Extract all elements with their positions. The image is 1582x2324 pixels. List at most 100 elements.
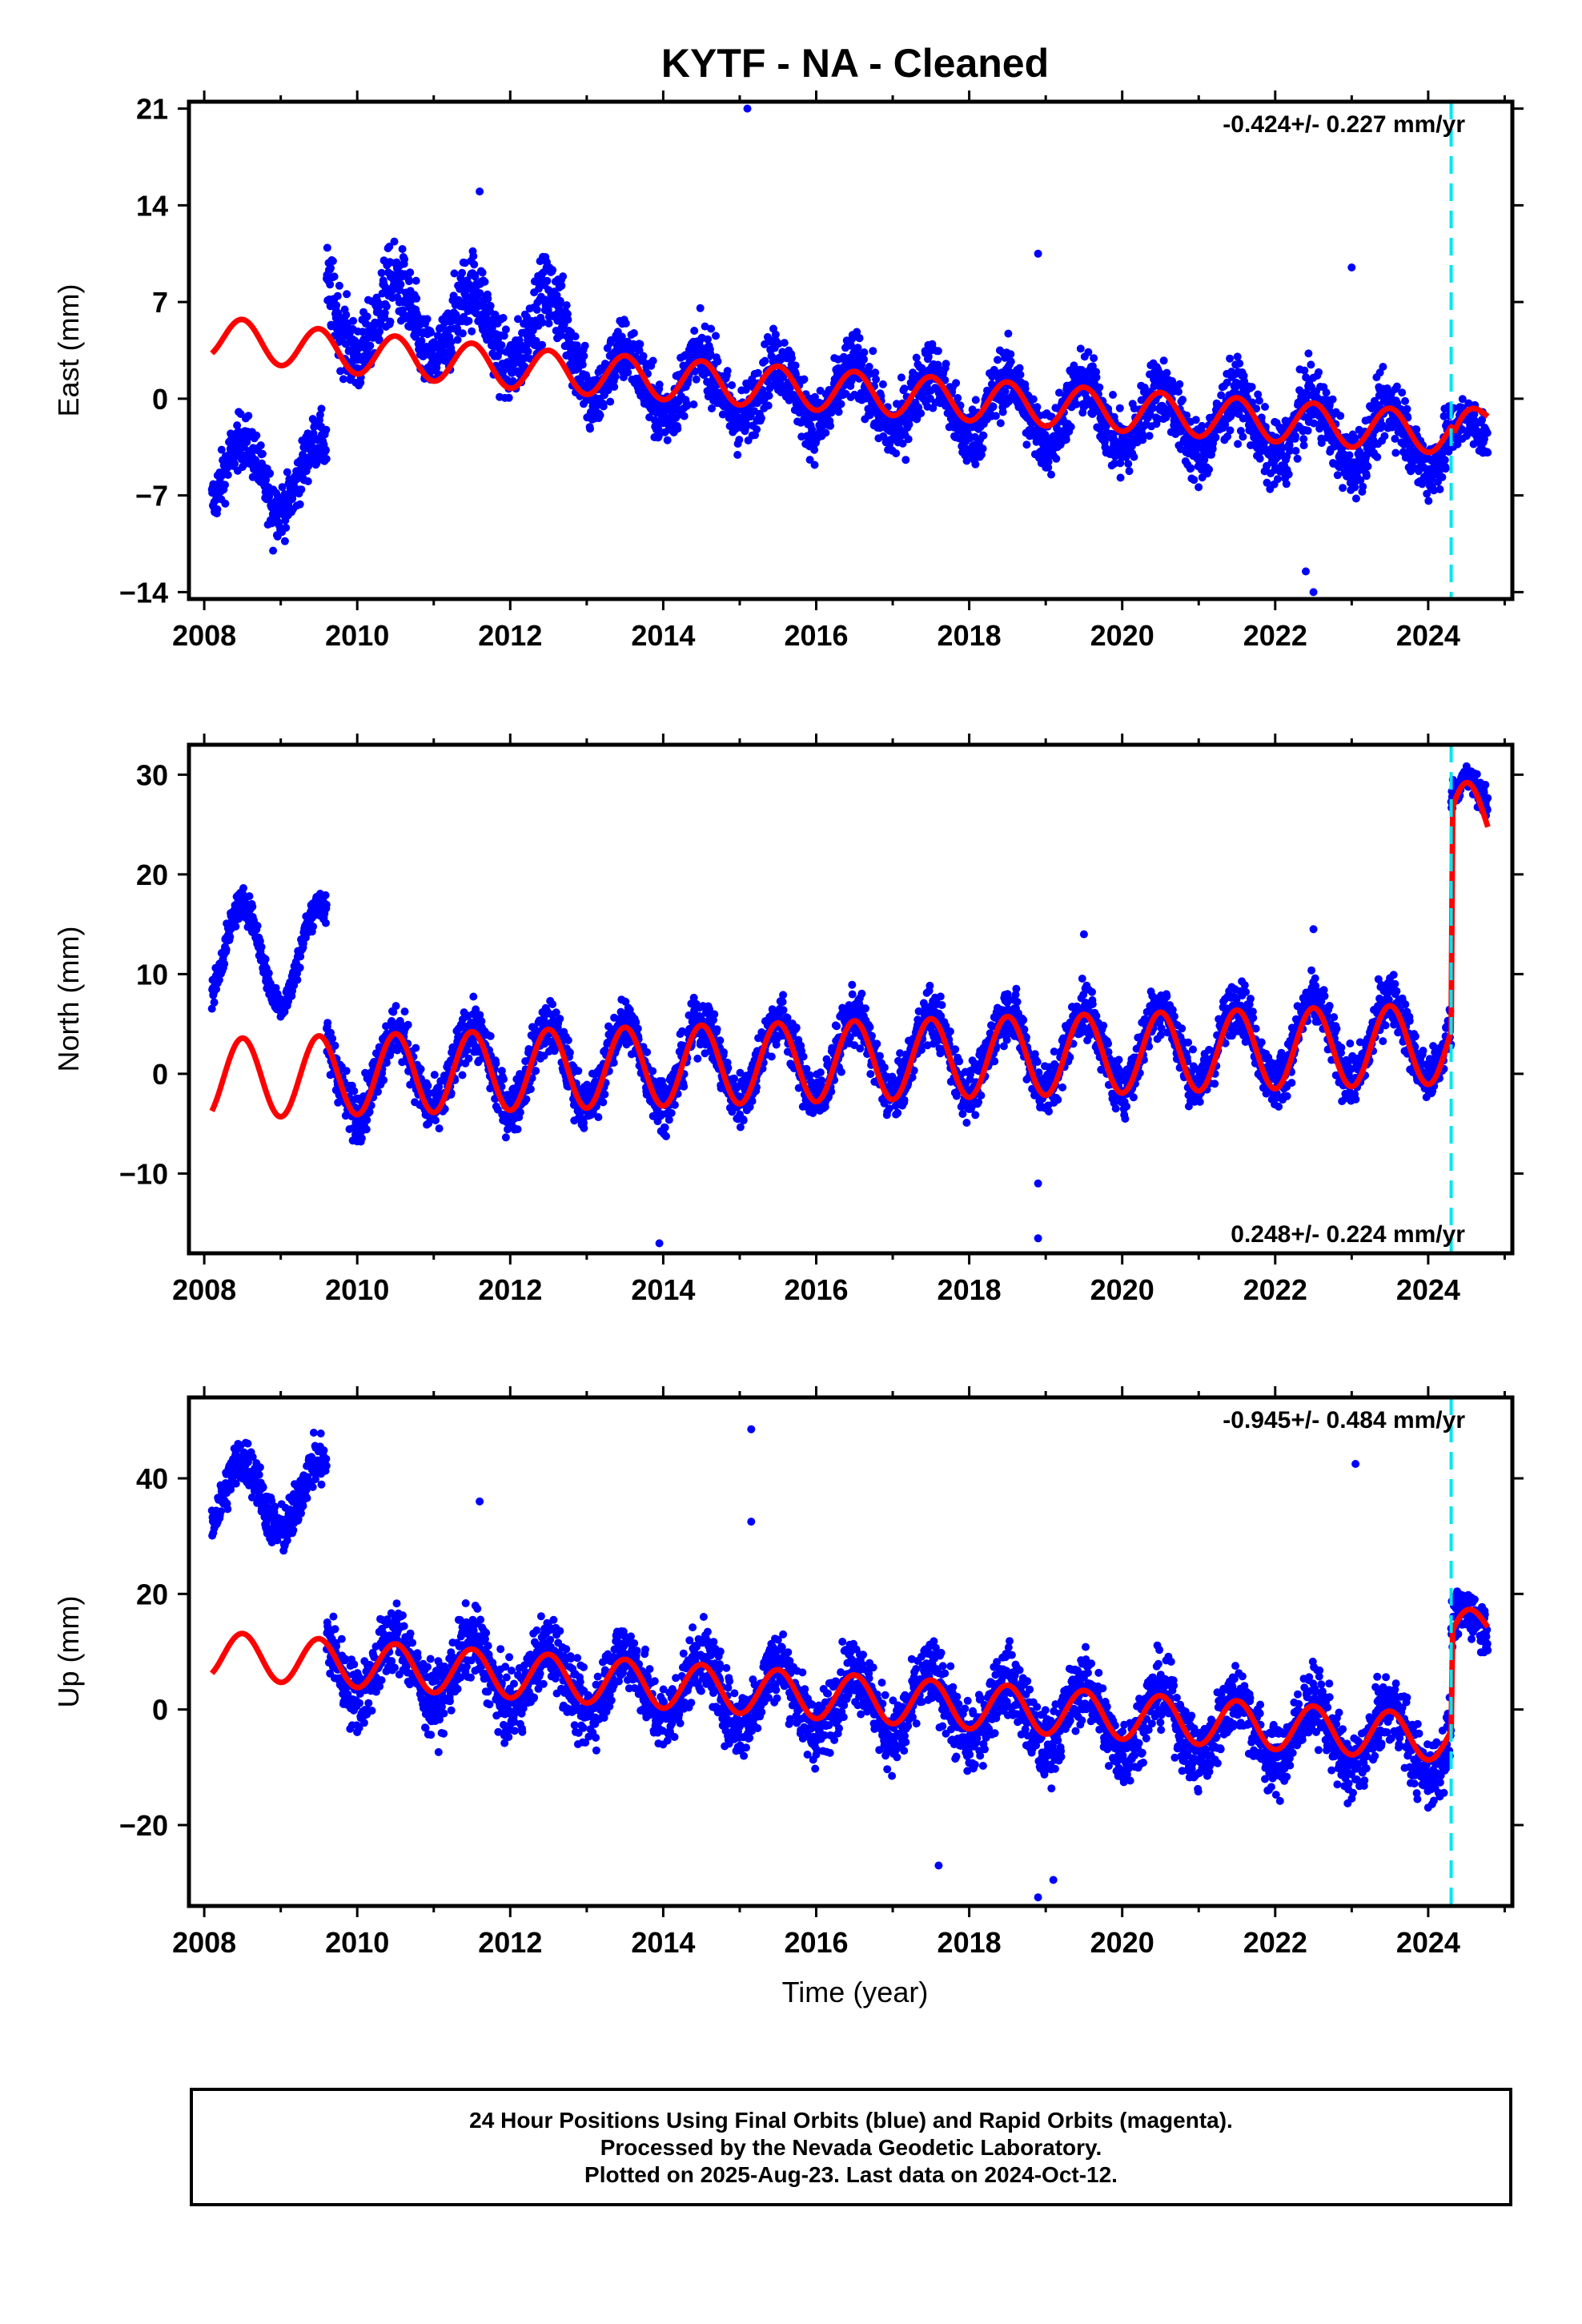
data-point [342, 311, 351, 320]
data-point [689, 400, 698, 408]
x-tick-label: 2016 [784, 619, 848, 652]
data-point [428, 346, 436, 355]
data-point [1470, 410, 1479, 419]
data-point [322, 446, 330, 455]
data-point [599, 402, 608, 411]
data-point [382, 1022, 391, 1031]
data-point [1363, 462, 1372, 471]
data-point [522, 1095, 531, 1104]
data-point [1162, 368, 1171, 377]
figure-title: KYTF - NA - Cleaned [661, 41, 1049, 86]
data-point [212, 985, 221, 994]
data-point [526, 1085, 535, 1093]
data-point [562, 301, 571, 310]
data-point [386, 317, 395, 326]
data-point [892, 449, 901, 458]
outlier-point [1302, 567, 1310, 576]
data-point [1006, 357, 1015, 366]
data-point [565, 1048, 574, 1057]
data-point [1090, 354, 1098, 363]
data-point [1392, 382, 1401, 391]
data-point [1273, 475, 1282, 484]
data-point [532, 336, 540, 345]
data-point [447, 337, 456, 346]
data-point [1178, 396, 1187, 404]
data-point [339, 375, 347, 384]
data-point [1072, 400, 1081, 408]
data-point [1435, 485, 1444, 493]
data-point [648, 356, 657, 365]
data-point [826, 421, 835, 430]
data-point [596, 411, 604, 420]
data-point [464, 1054, 473, 1063]
data-point [464, 316, 473, 325]
data-point [349, 316, 358, 325]
data-point [460, 259, 469, 267]
data-point [396, 280, 405, 289]
data-point [1247, 383, 1256, 392]
data-point [501, 325, 510, 334]
data-point [574, 1067, 583, 1076]
data-point [423, 315, 432, 324]
data-point [330, 272, 339, 281]
data-point [1295, 386, 1304, 395]
data-point [900, 384, 909, 393]
data-point [538, 318, 547, 327]
data-point [753, 368, 762, 377]
data-point [1130, 452, 1138, 461]
data-point [680, 412, 689, 420]
data-point [1403, 437, 1411, 446]
data-point [1359, 482, 1367, 491]
data-point [470, 260, 479, 269]
y-tick-label: −7 [135, 480, 168, 513]
data-point [333, 292, 342, 300]
data-point [1391, 448, 1400, 457]
data-point [962, 456, 971, 465]
data-point [757, 414, 765, 423]
data-point [1174, 388, 1182, 396]
data-point [468, 327, 476, 336]
data-point [387, 1047, 396, 1055]
data-point [484, 294, 492, 303]
data-point [1257, 413, 1266, 422]
data-point [971, 396, 980, 404]
data-point [1223, 432, 1232, 440]
data-point [1066, 423, 1075, 431]
data-point [293, 975, 302, 984]
data-point [475, 1056, 484, 1065]
data-point [543, 276, 552, 285]
data-point [604, 386, 612, 395]
data-point [500, 1075, 508, 1084]
data-point [357, 1134, 366, 1143]
data-point [1300, 366, 1309, 375]
data-point [332, 301, 341, 310]
data-point [713, 357, 722, 366]
data-point [400, 1007, 409, 1016]
data-point [654, 432, 663, 440]
data-point [860, 348, 869, 356]
data-point [761, 356, 769, 365]
data-point [1145, 432, 1154, 440]
data-point [1138, 432, 1147, 440]
data-point [391, 1002, 400, 1011]
data-point [265, 492, 274, 501]
data-point [1380, 432, 1389, 440]
data-point [1391, 434, 1399, 443]
data-point [207, 1004, 216, 1013]
data-point [1044, 463, 1053, 472]
data-point [322, 919, 330, 927]
data-point [1403, 404, 1411, 413]
data-point [871, 368, 880, 377]
data-point [362, 1125, 371, 1134]
data-point [872, 375, 881, 384]
data-point [1248, 398, 1257, 407]
velocity-rate-label: -0.424+/- 0.227 mm/yr [1223, 111, 1465, 138]
data-point [897, 373, 905, 382]
data-point [556, 331, 565, 340]
data-point [1293, 454, 1302, 463]
data-point [663, 436, 672, 444]
y-tick-label: 7 [152, 286, 168, 319]
data-point [1190, 476, 1199, 485]
data-point [879, 432, 888, 440]
data-point [1362, 472, 1371, 480]
